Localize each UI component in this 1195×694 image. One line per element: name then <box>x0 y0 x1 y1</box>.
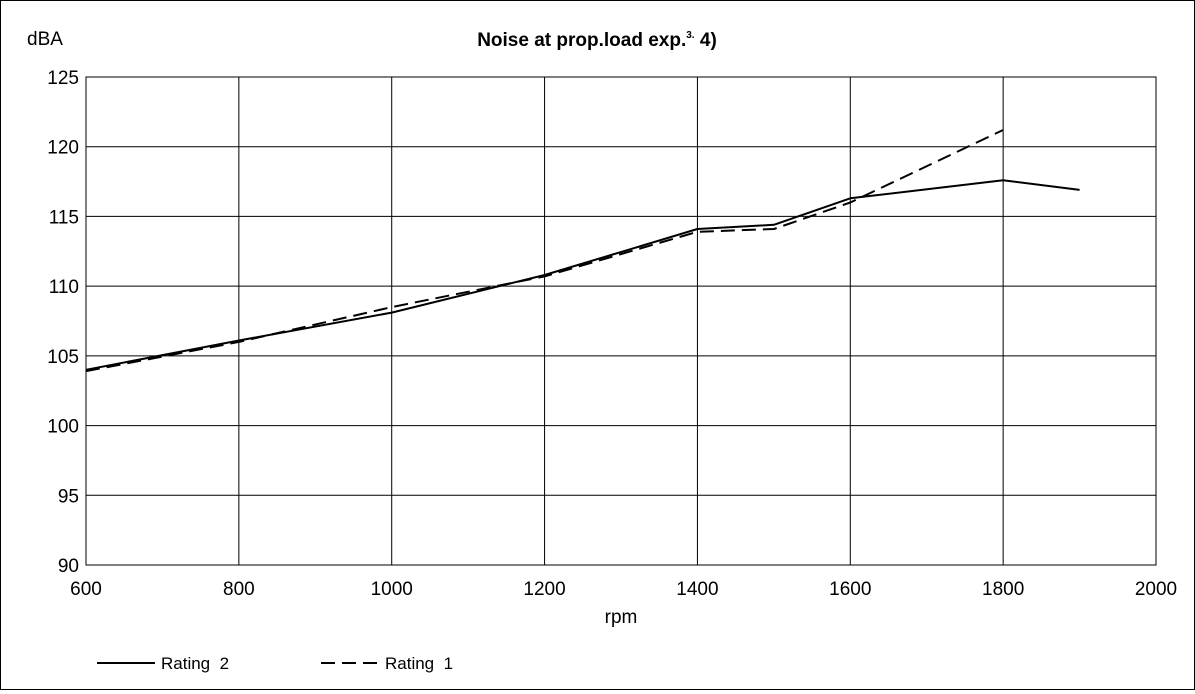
y-tick-label: 90 <box>58 556 79 577</box>
legend: Rating 2 Rating 1 <box>97 654 453 673</box>
y-tick-label: 95 <box>58 486 79 507</box>
chart-title-main: Noise at prop.load exp. <box>477 30 686 51</box>
series-line-rating-1 <box>85 129 1004 373</box>
y-tick-label: 110 <box>49 277 79 298</box>
y-axis-label: dBA <box>27 29 63 50</box>
tick-labels: 90 95 100 105 110 115 120 125 600 800 1000 1200 1400… <box>47 68 1177 600</box>
legend-label-rating-2: Rating 2 <box>161 654 229 673</box>
plot-area <box>85 76 1157 566</box>
y-tick-label: 100 <box>47 417 79 438</box>
x-tick-label: 800 <box>223 579 255 600</box>
grid <box>85 76 1157 566</box>
x-tick-label: 1400 <box>676 579 718 600</box>
series-lines <box>85 129 1080 373</box>
series-line-rating-2 <box>85 179 1080 371</box>
x-tick-label: 600 <box>70 579 102 600</box>
y-tick-label: 125 <box>47 68 79 89</box>
x-axis-label: rpm <box>605 607 638 628</box>
y-tick-label: 105 <box>47 347 79 368</box>
x-tick-label: 2000 <box>1135 579 1177 600</box>
x-tick-label: 1800 <box>982 579 1024 600</box>
x-tick-label: 1000 <box>371 579 413 600</box>
y-tick-label: 115 <box>49 207 79 228</box>
legend-label-rating-1: Rating 1 <box>385 654 453 673</box>
y-tick-label: 120 <box>47 138 79 159</box>
chart-title-superscript: 3. <box>686 30 695 41</box>
x-tick-label: 1600 <box>829 579 871 600</box>
chart-title-suffix: 4) <box>695 30 717 51</box>
chart-title: Noise at prop.load exp.3. 4) <box>477 30 717 51</box>
x-tick-label: 1200 <box>523 579 565 600</box>
